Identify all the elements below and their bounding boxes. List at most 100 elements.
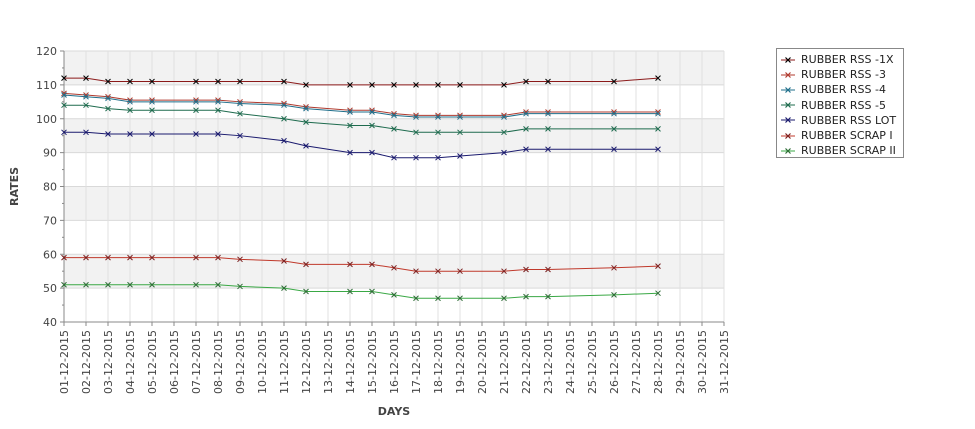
legend-item: RUBBER RSS -1X	[781, 52, 903, 67]
y-axis-title: RATES	[8, 167, 21, 206]
x-axis-title: DAYS	[378, 405, 411, 418]
data-point	[149, 78, 155, 85]
data-point	[501, 295, 507, 302]
series-group	[61, 129, 661, 161]
data-point	[83, 254, 89, 261]
data-point	[413, 295, 419, 302]
x-tick-label: 10-12-2015	[256, 330, 269, 394]
legend-label: RUBBER SCRAP II	[801, 144, 896, 158]
data-point	[523, 126, 529, 132]
data-point	[215, 107, 221, 114]
data-point	[655, 146, 661, 153]
data-point	[545, 78, 551, 85]
data-point	[215, 98, 221, 105]
data-point	[303, 261, 309, 268]
x-tick-label: 27-12-2015	[630, 330, 643, 394]
data-point	[391, 126, 397, 132]
data-point	[347, 122, 353, 129]
x-tick-label: 31-12-2015	[718, 330, 731, 394]
legend-label: RUBBER RSS -4	[801, 83, 886, 97]
data-point	[523, 78, 529, 85]
data-point	[413, 268, 419, 275]
data-point	[435, 295, 441, 302]
data-point	[347, 109, 353, 115]
data-point	[215, 254, 221, 261]
data-point	[127, 98, 133, 105]
x-tick-label: 14-12-2015	[344, 330, 357, 394]
x-tick-label: 18-12-2015	[432, 330, 445, 394]
data-point	[457, 129, 463, 136]
legend-marker-icon	[781, 100, 795, 110]
data-point	[655, 290, 661, 297]
data-point	[347, 82, 353, 88]
data-point	[215, 281, 221, 288]
x-tick-label: 30-12-2015	[696, 330, 709, 394]
series-group	[61, 75, 661, 88]
data-point	[105, 78, 111, 85]
data-point	[303, 82, 309, 88]
data-point	[655, 263, 661, 269]
data-point	[611, 264, 617, 271]
data-point	[83, 102, 89, 109]
legend-item: RUBBER SCRAP II	[781, 143, 903, 158]
legend-marker-icon	[781, 70, 795, 80]
data-point	[303, 142, 309, 149]
data-point	[281, 78, 287, 85]
data-point	[347, 288, 353, 295]
data-point	[281, 102, 287, 109]
legend-marker-icon	[781, 115, 795, 125]
data-point	[215, 78, 221, 85]
x-tick-label: 15-12-2015	[366, 330, 379, 394]
data-point	[61, 75, 67, 81]
data-point	[369, 149, 375, 156]
data-point	[413, 129, 419, 136]
data-point	[545, 266, 551, 273]
data-point	[149, 107, 155, 114]
data-point	[193, 107, 199, 114]
data-point	[149, 254, 155, 261]
data-point	[501, 82, 507, 88]
series-group	[61, 254, 661, 275]
data-point	[303, 105, 309, 112]
data-point	[83, 75, 89, 81]
x-tick-label: 23-12-2015	[542, 330, 555, 394]
x-tick-label: 17-12-2015	[410, 330, 423, 394]
data-point	[281, 285, 287, 291]
data-point	[369, 122, 375, 129]
data-point	[149, 131, 155, 137]
data-point	[457, 268, 463, 275]
data-point	[303, 288, 309, 295]
y-tick-label: 50	[43, 282, 57, 295]
data-point	[215, 131, 221, 137]
x-tick-label: 04-12-2015	[124, 330, 137, 394]
legend-marker-icon	[781, 146, 795, 156]
data-point	[105, 281, 111, 288]
data-point	[347, 261, 353, 268]
data-point	[545, 126, 551, 132]
data-point	[237, 283, 243, 290]
y-tick-label: 70	[43, 214, 57, 227]
y-tick-label: 100	[36, 113, 57, 126]
x-tick-label: 02-12-2015	[80, 330, 93, 394]
data-point	[457, 114, 463, 120]
x-tick-label: 25-12-2015	[586, 330, 599, 394]
data-point	[501, 129, 507, 136]
legend-label: RUBBER RSS -5	[801, 98, 886, 112]
data-point	[61, 254, 67, 261]
data-point	[611, 292, 617, 298]
data-point	[391, 264, 397, 271]
data-point	[391, 292, 397, 298]
legend-marker-icon	[781, 131, 795, 141]
legend-label: RUBBER RSS -3	[801, 68, 886, 82]
data-point	[149, 98, 155, 105]
data-point	[237, 110, 243, 117]
data-point	[457, 153, 463, 159]
data-point	[193, 281, 199, 288]
data-point	[501, 268, 507, 275]
x-tick-label: 11-12-2015	[278, 330, 291, 394]
x-tick-label: 26-12-2015	[608, 330, 621, 394]
y-tick-label: 110	[36, 79, 57, 92]
data-point	[611, 146, 617, 153]
data-point	[105, 254, 111, 261]
x-tick-label: 21-12-2015	[498, 330, 511, 394]
